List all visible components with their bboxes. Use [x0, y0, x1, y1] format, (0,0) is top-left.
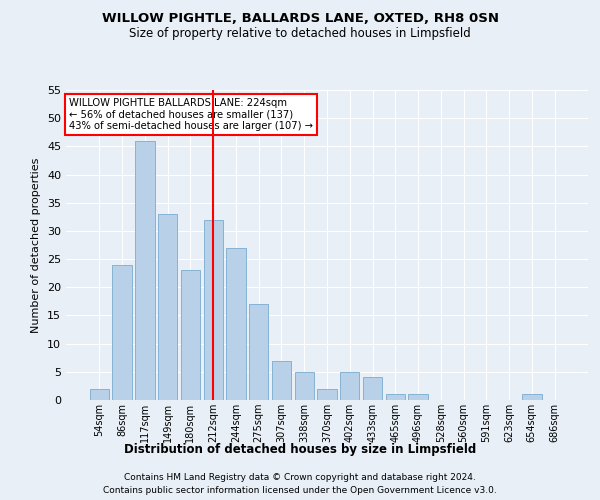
Bar: [522, 394, 542, 400]
Bar: [90, 388, 109, 400]
Bar: [295, 372, 314, 400]
Bar: [226, 248, 245, 400]
Bar: [363, 378, 382, 400]
Text: WILLOW PIGHTLE, BALLARDS LANE, OXTED, RH8 0SN: WILLOW PIGHTLE, BALLARDS LANE, OXTED, RH…: [101, 12, 499, 26]
Bar: [158, 214, 178, 400]
Bar: [203, 220, 223, 400]
Bar: [386, 394, 405, 400]
Text: Contains HM Land Registry data © Crown copyright and database right 2024.: Contains HM Land Registry data © Crown c…: [124, 472, 476, 482]
Text: Distribution of detached houses by size in Limpsfield: Distribution of detached houses by size …: [124, 442, 476, 456]
Bar: [249, 304, 268, 400]
Text: Contains public sector information licensed under the Open Government Licence v3: Contains public sector information licen…: [103, 486, 497, 495]
Bar: [409, 394, 428, 400]
Bar: [135, 140, 155, 400]
Bar: [112, 264, 132, 400]
Bar: [181, 270, 200, 400]
Bar: [340, 372, 359, 400]
Text: Size of property relative to detached houses in Limpsfield: Size of property relative to detached ho…: [129, 28, 471, 40]
Bar: [317, 388, 337, 400]
Text: WILLOW PIGHTLE BALLARDS LANE: 224sqm
← 56% of detached houses are smaller (137)
: WILLOW PIGHTLE BALLARDS LANE: 224sqm ← 5…: [68, 98, 313, 131]
Y-axis label: Number of detached properties: Number of detached properties: [31, 158, 41, 332]
Bar: [272, 360, 291, 400]
